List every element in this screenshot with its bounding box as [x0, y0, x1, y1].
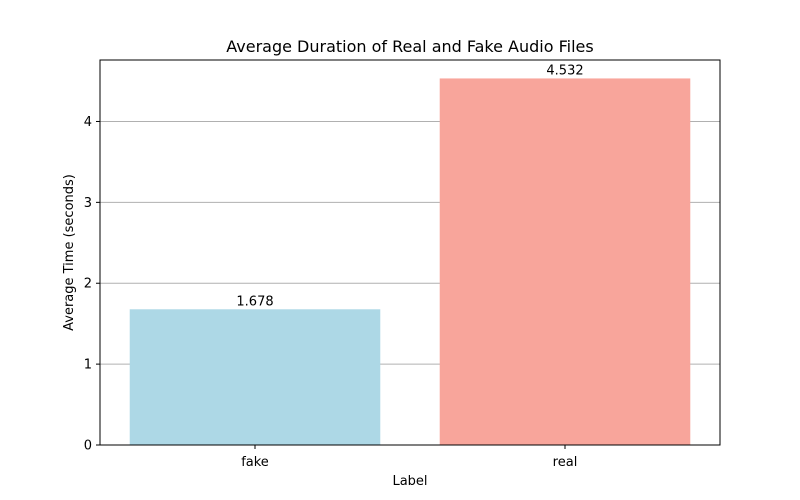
bar-value-label: 1.678 — [236, 294, 273, 309]
x-axis-ticks: fake real — [241, 445, 577, 470]
bar-value-labels: 1.678 4.532 — [236, 63, 583, 309]
chart-title: Average Duration of Real and Fake Audio … — [226, 37, 593, 56]
y-tick-label: 1 — [84, 358, 92, 373]
x-tick-label: real — [553, 455, 578, 470]
bars — [129, 78, 691, 446]
y-axis-ticks: 0 1 2 3 4 — [84, 115, 100, 454]
y-tick-label: 3 — [84, 196, 92, 211]
y-tick-label: 4 — [84, 115, 92, 130]
bar-fake — [129, 309, 381, 445]
y-axis-label: Average Time (seconds) — [62, 174, 77, 331]
bar-real — [439, 78, 691, 446]
y-tick-label: 2 — [84, 277, 92, 292]
x-axis-label: Label — [392, 474, 427, 489]
y-tick-label: 0 — [84, 439, 92, 454]
x-tick-label: fake — [241, 455, 269, 470]
bar-value-label: 4.532 — [546, 63, 583, 78]
plot-area-frame — [99, 59, 721, 446]
